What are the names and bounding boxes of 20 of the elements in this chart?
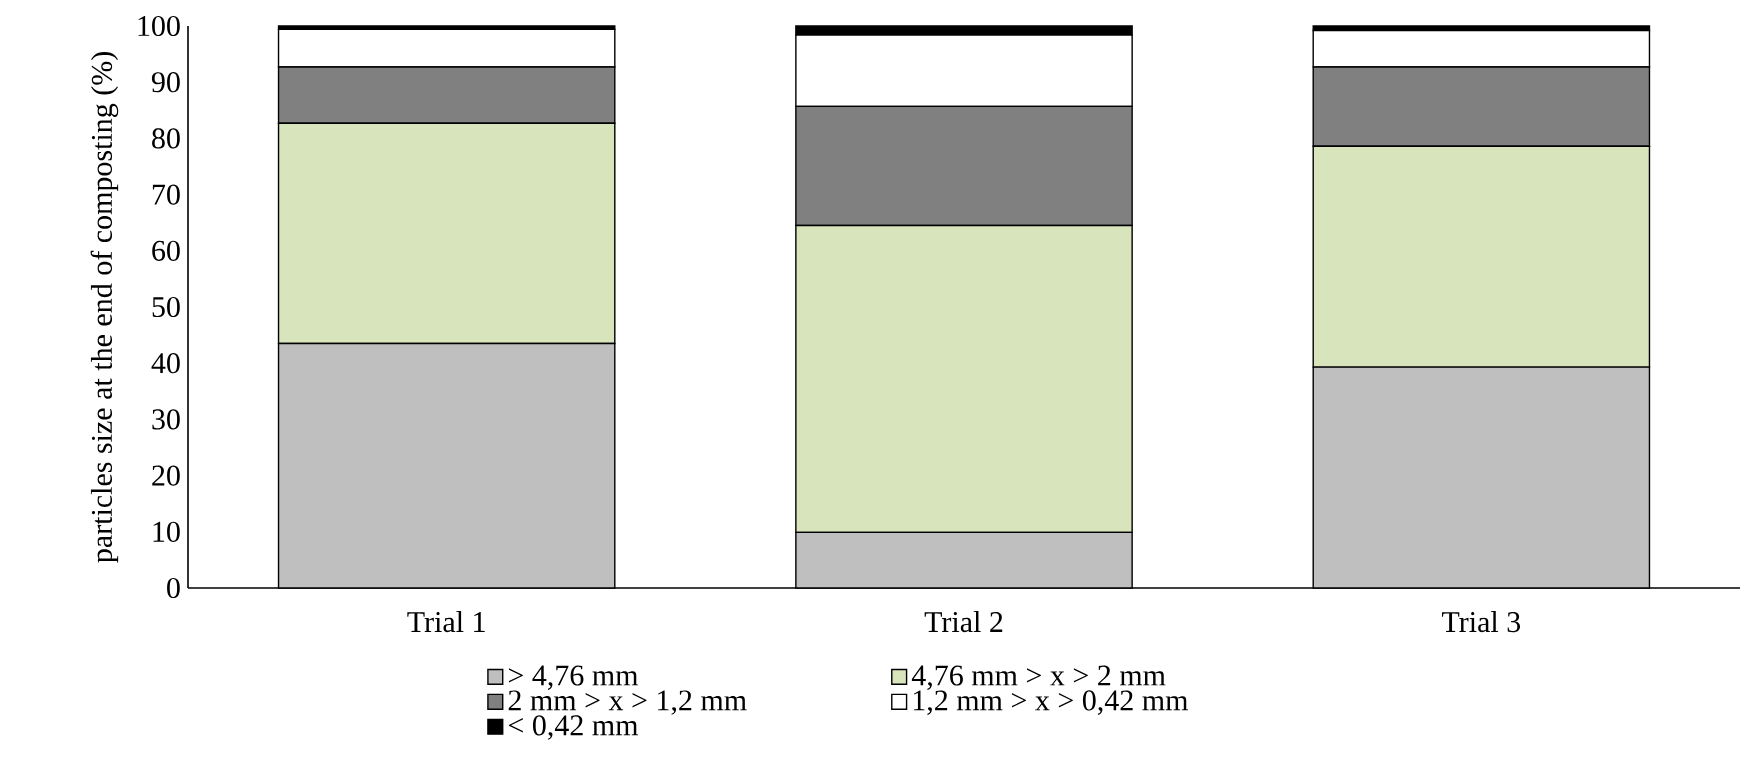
x-tick-label: Trial 1	[407, 611, 485, 633]
legend-label: < 0,42 mm	[508, 715, 639, 740]
legend-label: 1,2 mm > x > 0,42 mm	[913, 690, 1189, 715]
y-tick-label: 30	[152, 409, 180, 430]
x-tick-label: Trial 3	[1442, 611, 1521, 633]
x-tick-label: Trial 2	[924, 611, 1003, 633]
y-tick-label: 50	[152, 296, 180, 318]
y-tick-label: 60	[152, 240, 180, 261]
legend-label: 4,76 mm > x > 2 mm	[911, 665, 1166, 690]
y-tick-label: 100	[138, 15, 180, 37]
y-axis-title: particles size at the end of composting (%)	[90, 52, 119, 563]
y-tick-label: 70	[152, 184, 180, 205]
y-tick-label: 40	[151, 353, 180, 374]
y-tick-label: 90	[151, 72, 180, 93]
y-tick-label: 0	[167, 577, 180, 599]
legend-label: > 4,76 mm	[508, 665, 639, 690]
y-tick-label: 20	[152, 465, 180, 486]
y-tick-label: 10	[153, 521, 180, 542]
legend-label: 2 mm > x > 1,2 mm	[508, 690, 747, 715]
y-tick-label: 80	[152, 128, 180, 149]
